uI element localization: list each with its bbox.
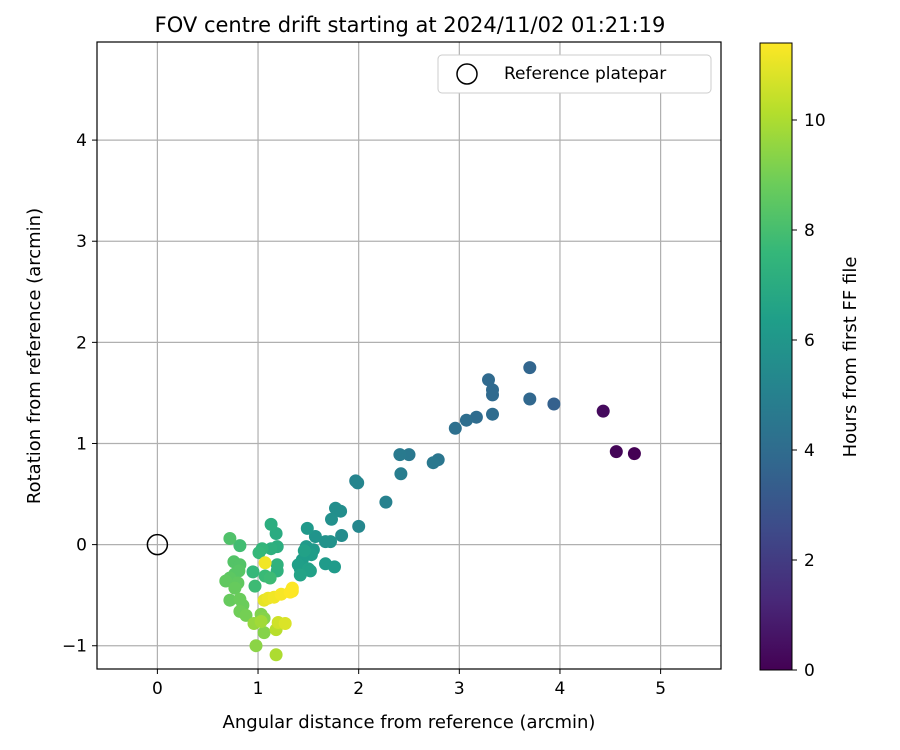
- data-point: [219, 574, 233, 588]
- data-point: [351, 476, 365, 490]
- x-tick-label: 4: [555, 679, 566, 699]
- data-point: [426, 456, 440, 470]
- y-tick-label: 2: [76, 333, 87, 353]
- data-point: [264, 517, 278, 531]
- data-point: [325, 512, 338, 526]
- x-tick-labels: 0 1 2 3 4 5: [152, 669, 666, 699]
- data-point: [459, 413, 473, 427]
- data-point: [249, 639, 263, 653]
- y-tick-label: 3: [76, 232, 87, 252]
- y-axis-label: Rotation from reference (arcmin): [24, 208, 45, 504]
- data-point: [300, 521, 314, 535]
- plot-area: [97, 42, 721, 669]
- x-tick-label: 2: [353, 679, 364, 699]
- data-point: [523, 361, 537, 375]
- y-tick-label: −1: [62, 637, 87, 657]
- y-tick-label: 0: [76, 536, 87, 556]
- x-tick-label: 0: [152, 679, 163, 699]
- data-point: [627, 447, 641, 461]
- data-point: [233, 539, 247, 553]
- data-point: [469, 410, 483, 424]
- data-points: [219, 361, 641, 662]
- data-point: [248, 579, 262, 593]
- x-tick-label: 1: [253, 679, 264, 699]
- plot-frame: [96, 41, 722, 670]
- data-point: [328, 560, 341, 574]
- y-tick-label: 4: [76, 131, 87, 151]
- data-point: [303, 564, 317, 578]
- data-point: [252, 546, 266, 560]
- data-point: [257, 626, 271, 640]
- data-point: [223, 593, 237, 607]
- legend-box: [437, 54, 712, 94]
- data-point: [246, 565, 260, 579]
- data-point: [269, 648, 283, 662]
- data-point: [283, 585, 297, 599]
- data-point: [258, 556, 272, 570]
- data-point: [596, 404, 610, 418]
- data-point: [254, 615, 268, 628]
- data-point: [335, 529, 349, 542]
- data-point: [334, 504, 348, 518]
- chart-title: FOV centre drift starting at 2024/11/02 …: [155, 13, 666, 37]
- data-point: [394, 467, 408, 481]
- colorbar-ticks: 0 2 4 6 8 10: [792, 111, 826, 681]
- colorbar-gradient: [759, 42, 793, 671]
- data-point: [523, 392, 537, 406]
- x-tick-label: 3: [454, 679, 465, 699]
- data-point: [228, 581, 242, 595]
- y-tick-labels: −1 0 1 2 3 4: [62, 131, 97, 657]
- legend: Reference platepar: [437, 54, 712, 94]
- data-point: [486, 407, 499, 421]
- colorbar-tick-label: 0: [804, 661, 815, 681]
- reference-point-marker: [146, 533, 169, 556]
- colorbar-tick-label: 2: [804, 551, 815, 571]
- data-point: [402, 448, 416, 462]
- colorbar: 0 2 4 6 8 10 Hours from first FF file: [759, 42, 861, 681]
- data-point: [293, 568, 307, 582]
- x-axis-label: Angular distance from reference (arcmin): [223, 712, 596, 733]
- data-point: [263, 571, 277, 585]
- data-point: [264, 542, 278, 556]
- data-point: [486, 388, 499, 402]
- x-tick-label: 5: [655, 679, 666, 699]
- data-point: [278, 617, 292, 630]
- colorbar-tick-label: 8: [804, 221, 815, 241]
- colorbar-tick-label: 10: [804, 111, 826, 131]
- data-point: [223, 532, 237, 545]
- data-point: [297, 544, 311, 558]
- data-point: [308, 530, 322, 543]
- data-point: [609, 445, 623, 459]
- data-point: [239, 608, 253, 622]
- data-point: [482, 373, 495, 387]
- legend-entry-reference: Reference platepar: [504, 64, 666, 84]
- data-point: [379, 495, 393, 509]
- data-point: [393, 448, 407, 462]
- data-point: [319, 535, 332, 549]
- data-point: [352, 519, 366, 533]
- data-point: [547, 397, 561, 411]
- grid-lines: [97, 42, 721, 669]
- data-point: [448, 421, 462, 435]
- colorbar-label: Hours from first FF file: [840, 257, 861, 458]
- y-tick-label: 1: [76, 434, 87, 454]
- colorbar-tick-label: 6: [804, 331, 815, 351]
- colorbar-tick-label: 4: [804, 441, 815, 461]
- legend-marker-icon: [456, 63, 478, 85]
